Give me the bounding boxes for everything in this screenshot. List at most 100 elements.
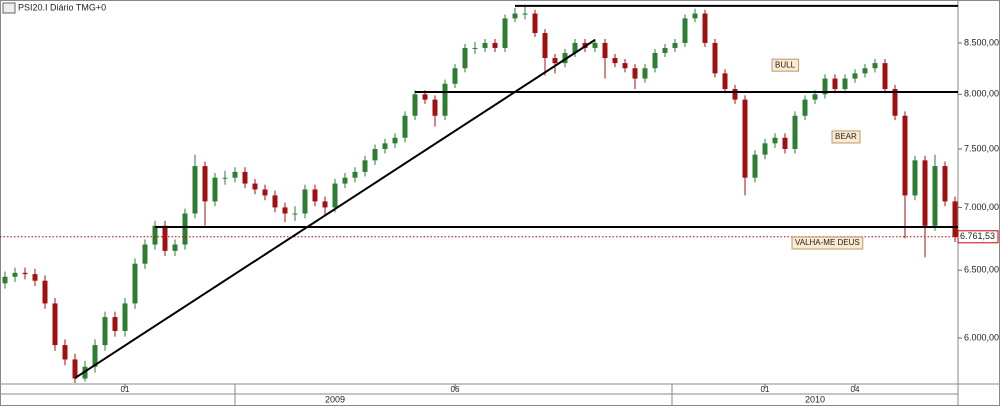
x-tick-label: 06 — [451, 385, 460, 394]
candle-body — [762, 143, 768, 155]
candle-body — [462, 47, 468, 69]
candle-body — [132, 263, 138, 304]
candle-body — [892, 89, 898, 116]
candle-body — [272, 195, 278, 208]
candle-body — [22, 272, 28, 275]
candle-body — [102, 317, 108, 346]
candle-body — [852, 73, 858, 79]
candle-body — [702, 13, 708, 43]
candle-body — [502, 18, 508, 48]
trend-line — [74, 39, 596, 379]
candle-body — [312, 189, 318, 202]
y-tick-label: 7.500,00 — [964, 143, 999, 153]
candle-body — [882, 63, 888, 90]
candle-body — [302, 189, 308, 214]
candle-body — [2, 276, 8, 284]
candle-body — [332, 183, 338, 208]
candle-body — [172, 244, 178, 251]
year-label: 2009 — [325, 394, 345, 404]
candle-body — [142, 244, 148, 264]
y-tick-label: 7.000,00 — [964, 202, 999, 212]
candle-body — [522, 13, 528, 15]
candle-body — [822, 78, 828, 95]
candle-body — [952, 201, 958, 237]
chart-title[interactable]: PSI20.I Diário TMG+0 — [18, 2, 106, 12]
candle-body — [422, 94, 428, 100]
candle-body — [362, 160, 368, 172]
candle-body — [872, 63, 878, 69]
candle-body — [532, 13, 538, 34]
candle-body — [252, 183, 258, 190]
candle-body — [112, 317, 118, 331]
candle-body — [262, 189, 268, 196]
candle-body — [912, 160, 918, 196]
candle-body — [542, 33, 548, 59]
candle-body — [732, 89, 738, 100]
candle-body — [942, 166, 948, 202]
candle-body — [712, 42, 718, 74]
candle-body — [612, 58, 618, 64]
candle-body — [42, 280, 48, 304]
candle-body — [442, 83, 448, 116]
candle-body — [372, 148, 378, 161]
y-tick-label: 6.000,00 — [964, 332, 999, 342]
candle-body — [232, 171, 238, 178]
candle-body — [472, 47, 478, 49]
symbol-icon[interactable] — [2, 2, 16, 14]
candle-body — [592, 42, 598, 48]
annotation: BULL — [775, 60, 796, 69]
candle-body — [752, 154, 758, 178]
candle-body — [832, 78, 838, 90]
candle-body — [692, 13, 698, 19]
candle-body — [242, 171, 248, 184]
candle-body — [722, 73, 728, 90]
candle-body — [552, 58, 558, 64]
candle-body — [622, 63, 628, 69]
candle-body — [802, 99, 808, 116]
y-tick-label: 8.500,00 — [964, 37, 999, 47]
candle-body — [222, 177, 228, 179]
candle-body — [662, 47, 668, 53]
candle-body — [602, 42, 608, 59]
candle-body — [812, 94, 818, 100]
candle-body — [642, 68, 648, 79]
candle-body — [792, 115, 798, 149]
candle-body — [72, 359, 78, 379]
candle-body — [512, 13, 518, 19]
candle-body — [32, 274, 38, 281]
candle-body — [562, 52, 568, 64]
candle-body — [932, 166, 938, 226]
x-tick-label: 01 — [761, 385, 770, 394]
candle-body — [682, 18, 688, 43]
candle-body — [922, 160, 928, 226]
candle-body — [492, 42, 498, 48]
candle-body — [452, 68, 458, 84]
candle-body — [162, 225, 168, 251]
candle-body — [482, 42, 488, 48]
candle-body — [402, 115, 408, 138]
last-price-label: 6.761,53 — [960, 231, 995, 241]
annotation-box — [791, 236, 864, 250]
annotation-box — [771, 58, 800, 72]
candle-body — [382, 143, 388, 149]
candle-body — [842, 78, 848, 90]
last-price-box — [957, 230, 999, 244]
year-label: 2010 — [805, 394, 825, 404]
candle-body — [292, 213, 298, 215]
candle-body — [212, 177, 218, 202]
candle-body — [862, 68, 868, 74]
x-tick-label: 04 — [851, 385, 860, 394]
candle-body — [92, 345, 98, 367]
candle-body — [392, 137, 398, 144]
candle-body — [352, 171, 358, 178]
candle-body — [182, 213, 188, 245]
candle-body — [782, 137, 788, 149]
candle-body — [62, 345, 68, 360]
annotation: BEAR — [835, 132, 857, 141]
candle-body — [122, 303, 128, 331]
candle-body — [572, 42, 578, 53]
candle-body — [52, 303, 58, 346]
candle-body — [322, 201, 328, 208]
